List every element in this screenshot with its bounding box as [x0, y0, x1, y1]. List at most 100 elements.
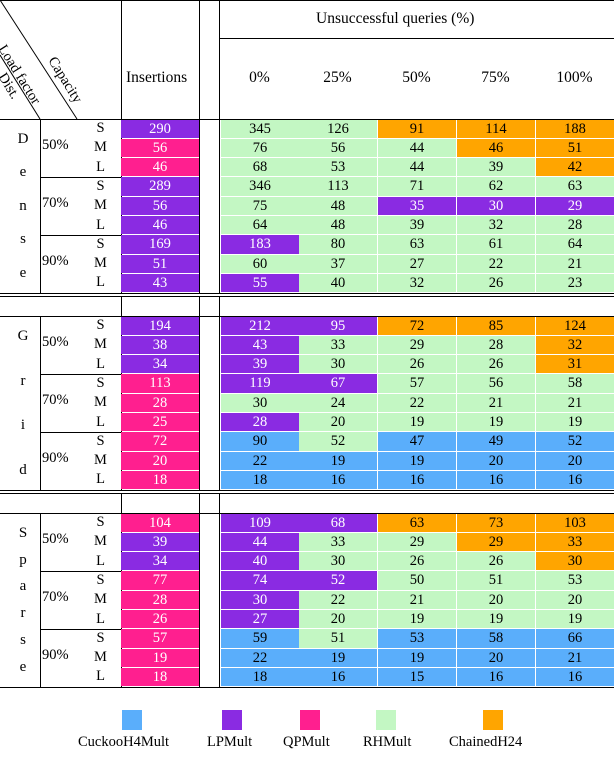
query-cell: 27: [221, 610, 299, 629]
capacity-label: S: [96, 432, 105, 449]
insertions-cell: 28: [121, 590, 199, 609]
query-cell: 59: [221, 629, 299, 648]
query-cell: 56: [299, 138, 377, 158]
query-cell: 16: [457, 667, 535, 687]
query-cell: 20: [457, 648, 535, 667]
header-diagonals: [0, 0, 78, 120]
query-cell: 91: [378, 119, 456, 138]
section-label-letter: p: [19, 551, 27, 568]
capacity-label: M: [94, 197, 107, 214]
capacity-label: S: [96, 317, 105, 333]
section-top-rule: [0, 296, 614, 297]
load-factor-label: 70%: [42, 589, 69, 606]
insertions-cell: 289: [121, 177, 199, 196]
load-factor-label: 50%: [42, 137, 69, 154]
load-factor-label: 90%: [42, 647, 69, 664]
capacity-label: L: [96, 355, 105, 372]
query-cell: 20: [536, 590, 614, 609]
query-cell: 33: [536, 532, 614, 552]
header-insertions: Insertions: [126, 69, 188, 86]
rule: [199, 119, 200, 293]
capacity-label: S: [96, 571, 105, 588]
query-col-header: 75%: [481, 69, 510, 86]
top-rule: [0, 0, 614, 1]
legend-label: LPMult: [207, 734, 253, 750]
query-cell: 52: [299, 432, 377, 451]
query-cell: 85: [457, 316, 535, 335]
query-cell: 20: [299, 413, 377, 432]
insertions-cell: 77: [121, 571, 199, 590]
query-cell: 47: [378, 432, 456, 451]
query-cell: 30: [221, 590, 299, 609]
section-label-letter: e: [19, 658, 27, 675]
query-cell: 39: [221, 355, 299, 374]
rule: [199, 296, 200, 316]
query-cell: 20: [457, 451, 535, 470]
legend-label: RHMult: [363, 734, 412, 750]
capacity-label: S: [96, 177, 105, 194]
header-subrule: [220, 38, 614, 39]
query-cell: 20: [457, 590, 535, 609]
query-cell: 62: [457, 177, 535, 196]
section-label-letter: s: [20, 631, 26, 648]
query-cell: 56: [457, 374, 535, 393]
group-rule: [40, 570, 121, 572]
insertions-cell: 46: [121, 216, 199, 235]
group-rule: [40, 176, 121, 178]
query-cell: 42: [536, 158, 614, 177]
section-label-letter: n: [19, 197, 27, 214]
capacity-label: L: [96, 668, 105, 685]
section-label-letter: G: [17, 328, 29, 344]
query-cell: 19: [378, 451, 456, 470]
query-cell: 31: [536, 355, 614, 374]
insertions-cell: 56: [121, 196, 199, 215]
query-cell: 21: [536, 648, 614, 667]
rule: [121, 296, 122, 316]
legend-swatch: [122, 710, 142, 730]
query-cell: 90: [221, 432, 299, 451]
query-cell: 68: [299, 513, 377, 532]
load-factor-label: 90%: [42, 253, 69, 270]
capacity-label: L: [96, 610, 105, 627]
query-cell: 21: [457, 393, 535, 412]
rule: [219, 513, 220, 687]
query-cell: 212: [221, 316, 299, 335]
rule: [219, 0, 220, 119]
query-cell: 26: [378, 552, 456, 571]
query-cell: 27: [378, 254, 456, 273]
query-cell: 29: [378, 532, 456, 552]
query-cell: 20: [536, 451, 614, 470]
query-cell: 22: [299, 590, 377, 609]
query-cell: 346: [221, 177, 299, 196]
query-cell: 22: [457, 254, 535, 273]
query-cell: 28: [457, 335, 535, 355]
insertions-cell: 39: [121, 532, 199, 552]
capacity-label: L: [96, 158, 105, 175]
query-cell: 103: [536, 513, 614, 532]
query-cell: 109: [221, 513, 299, 532]
load-factor-label: 90%: [42, 450, 69, 467]
query-cell: 72: [378, 316, 456, 335]
load-factor-label: 70%: [42, 195, 69, 212]
legend-label: ChainedH24: [449, 734, 523, 750]
rule: [40, 513, 41, 687]
legend-swatch: [300, 710, 320, 730]
query-cell: 124: [536, 316, 614, 335]
insertions-cell: 51: [121, 254, 199, 273]
query-col-header: 25%: [323, 69, 352, 86]
capacity-label: M: [94, 255, 107, 272]
query-cell: 21: [536, 254, 614, 273]
query-cell: 52: [536, 432, 614, 451]
query-cell: 26: [457, 273, 535, 293]
legend-swatch: [222, 710, 242, 730]
query-cell: 40: [299, 273, 377, 293]
query-cell: 95: [299, 316, 377, 335]
query-cell: 53: [536, 571, 614, 590]
query-col-header: 50%: [402, 69, 431, 86]
section-label-letter: e: [19, 264, 27, 281]
query-cell: 32: [457, 216, 535, 235]
insertions-cell: 113: [121, 374, 199, 393]
query-cell: 28: [536, 216, 614, 235]
section-bottom-rule: [0, 292, 614, 294]
